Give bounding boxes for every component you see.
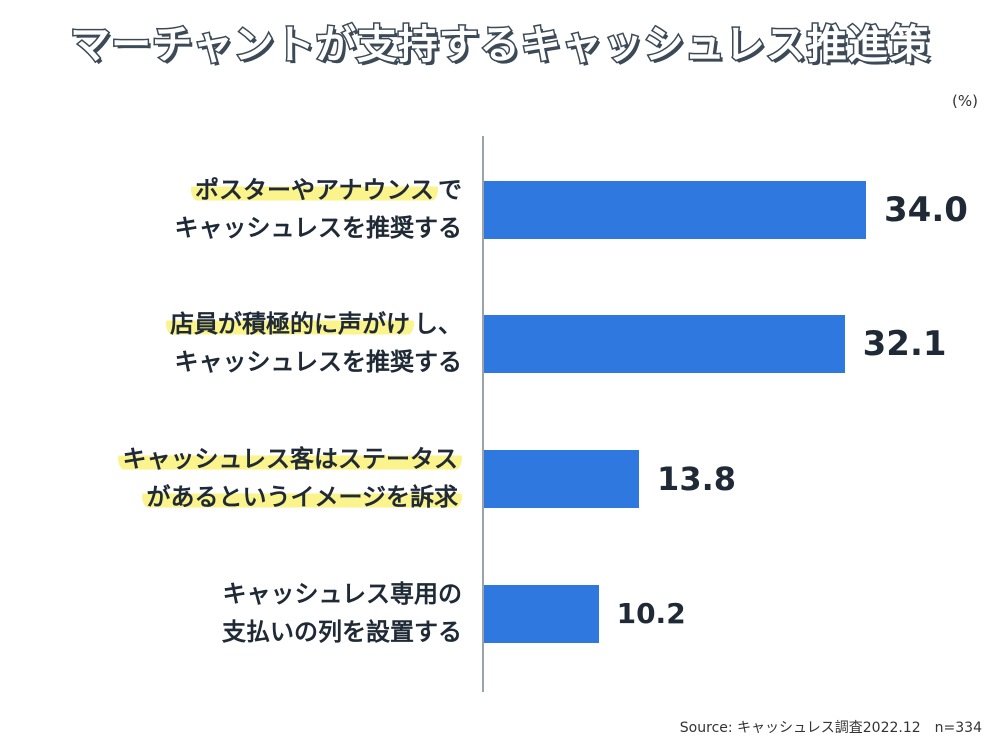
y-axis-line [482,136,484,692]
category-label-emphasis: 店員が積極的に声がけ [166,310,414,338]
category-label-emphasis: ポスターやアナウンス [190,176,438,204]
category-label-line2: キャッシュレスを推奨する [22,343,462,381]
category-label-emphasis: キャッシュレス客はステータス [118,445,462,473]
chart-title: マーチャントが支持するキャッシュレス推進策 [69,21,931,70]
category-label-line1: キャッシュレス専用の [22,575,462,613]
category-label-line1: ポスターやアナウンスで [22,171,462,209]
category-label-line1: キャッシュレス客はステータス [22,440,462,478]
category-label-1: ポスターやアナウンスでキャッシュレスを推奨する [22,171,462,247]
bar-value-label-3: 13.8 [657,460,736,498]
bar-4 [484,585,599,643]
category-label-line2: があるというイメージを訴求 [22,478,462,516]
category-label-line2: 支払いの列を設置する [22,613,462,651]
category-label-suffix: し、 [414,310,462,338]
bar-value-label-2: 32.1 [862,324,947,364]
bar-value-label-1: 34.0 [884,190,968,230]
bar-2 [484,315,845,373]
unit-label: (%) [952,92,978,110]
bar-1 [484,181,866,239]
category-label-2: 店員が積極的に声がけ し、キャッシュレスを推奨する [22,305,462,381]
category-label-4: キャッシュレス専用の 支払いの列を設置する [22,575,462,651]
category-label-suffix: で [438,176,462,204]
category-label-text: キャッシュレスを推奨する [174,348,462,376]
bar-3 [484,450,640,508]
category-label-text: があるというイメージを訴求 [142,483,462,511]
category-label-text: 支払いの列を設置する [222,618,462,646]
category-label-emphasis: キャッシュレス専用の [222,580,462,608]
category-label-text: キャッシュレスを推奨する [174,214,462,242]
category-label-line1: 店員が積極的に声がけ し、 [22,305,462,343]
category-label-3: キャッシュレス客はステータスがあるというイメージを訴求 [22,440,462,516]
bar-value-label-4: 10.2 [616,597,686,630]
source-note: Source: キャッシュレス調査2022.12 n=334 [679,720,982,736]
category-label-line2: キャッシュレスを推奨する [22,209,462,247]
